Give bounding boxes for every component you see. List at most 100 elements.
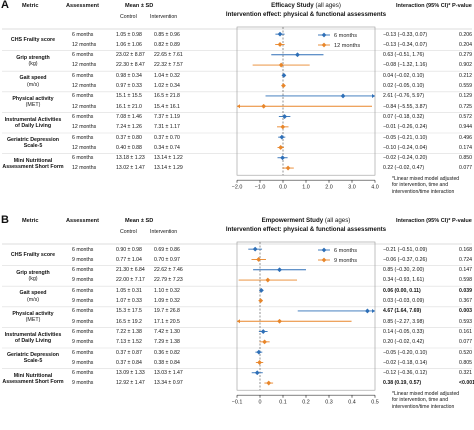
header-control: Control xyxy=(120,14,137,20)
row-intervention: 0.85 ± 0.96 xyxy=(154,31,180,38)
row-intervention: 0.36 ± 0.82 xyxy=(154,349,180,356)
footnote-line: *Linear mixed model adjusted xyxy=(392,176,460,182)
row-pvalue: 0.129 xyxy=(459,93,472,100)
row-intervention: 7.42 ± 1.30 xyxy=(154,328,180,335)
x-tick-label: 0.2 xyxy=(302,400,310,406)
metric-label: CHS Frailty score xyxy=(2,37,64,43)
row-control: 13.18 ± 1.23 xyxy=(116,155,145,162)
row-pvalue: 0.520 xyxy=(459,349,472,356)
point-estimate xyxy=(277,267,282,273)
panel-label: A xyxy=(1,0,9,11)
point-estimate xyxy=(254,370,260,376)
row-interaction: −0.12 (−0.36, 0.12) xyxy=(383,370,428,377)
x-tick-label: 2.0 xyxy=(325,185,333,191)
row-control: 16.1 ± 21.0 xyxy=(116,103,142,110)
point-estimate xyxy=(258,298,264,304)
point-estimate xyxy=(282,114,288,119)
row-pvalue: 0.147 xyxy=(459,267,472,274)
row-interaction: −0.05 (−0.20, 0.10) xyxy=(383,349,428,356)
legend-label: 9 months xyxy=(334,258,357,264)
row-assessment: 6 months xyxy=(72,52,94,59)
row-intervention: 16.5 ± 21.8 xyxy=(154,93,180,100)
point-estimate xyxy=(295,52,300,58)
row-assessment: 9 months xyxy=(72,359,94,366)
row-assessment: 6 months xyxy=(72,31,94,38)
row-intervention: 7.31 ± 1.17 xyxy=(154,124,180,131)
row-control: 0.97 ± 0.33 xyxy=(116,83,142,89)
row-assessment: 6 months xyxy=(72,287,94,294)
row-pvalue: 0.161 xyxy=(459,328,472,335)
footnote-line: for intervention, time and xyxy=(392,397,449,404)
row-pvalue: 0.805 xyxy=(459,359,472,366)
row-control: 7.13 ± 1.52 xyxy=(116,339,142,346)
metric-name: Mini Nutritional Assessment Short Form xyxy=(2,372,64,385)
x-tick-label: 0.3 xyxy=(325,400,333,406)
row-pvalue: 0.902 xyxy=(459,62,472,69)
metric-unit: (m/s) xyxy=(26,81,40,88)
row-intervention: 13.03 ± 1.47 xyxy=(154,370,183,377)
metric-label: Gait speed (m/s) xyxy=(2,75,64,87)
header-mean-sd: Mean ± SD xyxy=(125,218,154,224)
row-interaction: −0.08 (−1.32, 1.16) xyxy=(383,62,428,69)
row-interaction: 0.85 (−0.30, 2.00) xyxy=(383,267,425,274)
footnote-line: *Linear mixed model adjusted xyxy=(392,391,460,397)
row-control: 1.05 ± 0.98 xyxy=(116,31,142,38)
row-interaction: −0.84 (−5.55, 3.87) xyxy=(383,103,428,110)
row-pvalue: 0.724 xyxy=(459,256,472,263)
row-assessment: 12 months xyxy=(72,83,97,89)
row-pvalue: 0.850 xyxy=(459,155,472,162)
row-pvalue: 0.206 xyxy=(459,31,472,38)
x-tick-label: −0.1 xyxy=(232,400,243,406)
metric-label: Physical activity (MET) xyxy=(2,311,64,323)
row-interaction: 0.63 (−0.51, 1.76) xyxy=(383,52,425,59)
metric-label: Grip strength (kg) xyxy=(2,270,64,282)
legend-label: 6 months xyxy=(334,248,357,254)
row-interaction: 0.02 (−0.05, 0.10) xyxy=(383,83,425,89)
row-pvalue: 0.168 xyxy=(459,246,472,253)
row-assessment: 6 months xyxy=(72,370,94,377)
row-assessment: 9 months xyxy=(72,339,94,346)
row-interaction: −0.01 (−0.26, 0.24) xyxy=(383,124,428,131)
row-interaction: 0.38 (0.19, 0.57) xyxy=(383,380,422,387)
row-interaction: −0.10 (−0.24, 0.04) xyxy=(383,144,428,151)
metric-unit: (kg) xyxy=(28,60,38,67)
metric-name: Instrumental Activities of Daily Living xyxy=(4,116,62,129)
x-tick-label: −2.0 xyxy=(232,185,243,191)
panel-a-efficacy: A Efficacy Study (all ages) Intervention e… xyxy=(0,0,474,214)
panel-label: B xyxy=(1,214,9,226)
legend-marker xyxy=(321,247,327,253)
row-interaction: −0.13 (−0.33, 0.07) xyxy=(383,31,428,38)
x-tick-label: 0 xyxy=(259,400,262,406)
metric-name: Grip strength xyxy=(16,269,50,276)
x-tick-label: 1.0 xyxy=(302,185,310,191)
row-interaction: 0.34 (−0.93, 1.61) xyxy=(383,277,425,284)
row-assessment: 6 months xyxy=(72,328,94,335)
metric-unit: (kg) xyxy=(28,275,38,282)
legend-marker xyxy=(321,32,327,38)
point-estimate xyxy=(280,155,285,161)
row-control: 22.00 ± 7.17 xyxy=(116,277,145,284)
footnote-line: intervention/time interaction xyxy=(392,403,455,410)
row-control: 0.37 ± 0.87 xyxy=(116,349,142,356)
row-pvalue: 0.212 xyxy=(459,72,472,79)
metric-unit: (m/s) xyxy=(26,296,40,303)
metric-name: Geriatric Depression Scale-5 xyxy=(6,137,60,150)
row-intervention: 0.69 ± 0.86 xyxy=(154,246,180,253)
metric-name: Gait speed xyxy=(19,290,47,297)
row-interaction: −0.21 (−0.51, 0.09) xyxy=(383,246,428,253)
row-control: 0.40 ± 0.88 xyxy=(116,144,142,151)
header-metric: Metric xyxy=(22,3,39,9)
header-control: Control xyxy=(120,229,137,235)
header-metric: Metric xyxy=(22,218,39,224)
row-intervention: 22.32 ± 7.57 xyxy=(154,62,183,69)
row-control: 1.05 ± 0.31 xyxy=(116,287,142,294)
row-interaction: −0.13 (−0.34, 0.07) xyxy=(383,41,428,48)
legend-marker xyxy=(321,42,327,48)
row-control: 0.37 ± 0.84 xyxy=(116,359,142,366)
metric-name: CHS Frailty score xyxy=(10,37,56,44)
x-tick-label: −1.0 xyxy=(255,185,266,191)
point-estimate xyxy=(265,277,271,283)
point-estimate xyxy=(278,62,284,68)
row-intervention: 1.09 ± 0.32 xyxy=(154,298,180,304)
row-interaction: 0.20 (−0.02, 0.42) xyxy=(383,339,425,346)
